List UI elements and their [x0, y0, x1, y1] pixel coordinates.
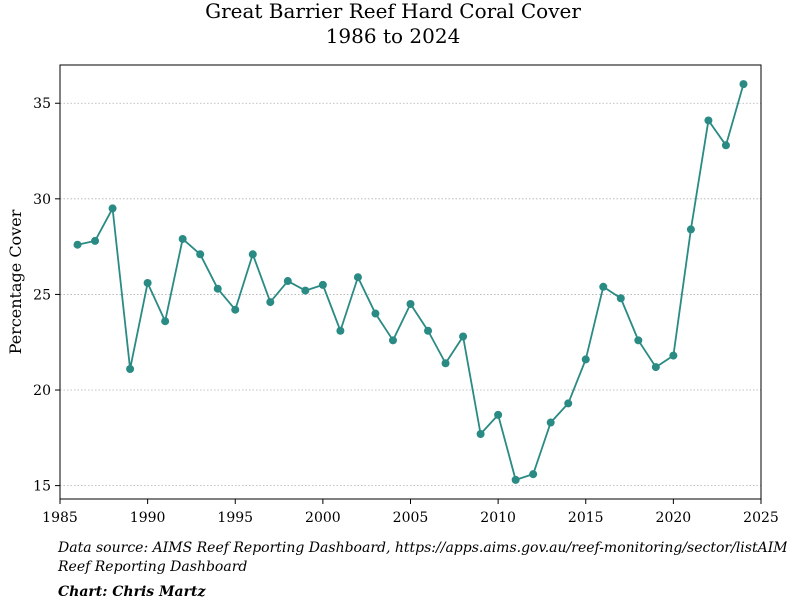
- chart-credit: Chart: Chris Martz: [58, 584, 206, 600]
- x-tick-label: 2020: [656, 510, 692, 526]
- x-tick-label: 2005: [393, 510, 429, 526]
- data-point: [108, 204, 117, 213]
- data-point: [161, 317, 170, 326]
- data-point: [91, 236, 100, 245]
- data-point: [616, 294, 625, 303]
- y-tick-label: 20: [33, 383, 51, 399]
- y-tick-label: 30: [33, 192, 51, 208]
- data-point: [459, 332, 468, 341]
- data-point: [564, 399, 573, 408]
- data-point: [143, 278, 152, 287]
- x-tick-label: 2000: [305, 510, 341, 526]
- data-point: [178, 234, 187, 243]
- x-tick-label: 1990: [130, 510, 166, 526]
- y-axis-ticks: 15 20 25 30 35: [33, 96, 60, 495]
- data-point: [336, 326, 345, 335]
- data-point: [196, 250, 205, 259]
- data-point: [651, 363, 660, 372]
- x-tick-label: 2025: [743, 510, 779, 526]
- y-tick-label: 15: [33, 479, 51, 495]
- data-point: [266, 298, 275, 307]
- data-point: [301, 286, 310, 295]
- data-point: [476, 429, 485, 438]
- data-point: [213, 284, 222, 293]
- data-point: [231, 305, 240, 314]
- data-point: [599, 282, 608, 291]
- data-point: [704, 116, 713, 125]
- data-point: [634, 336, 643, 345]
- x-tick-label: 1995: [217, 510, 253, 526]
- data-source-note-line2: Reef Reporting Dashboard: [57, 559, 247, 575]
- gridlines: [60, 102, 761, 487]
- chart-title: Great Barrier Reef Hard Coral Cover: [205, 0, 581, 23]
- y-tick-label: 25: [33, 287, 51, 303]
- data-point: [669, 351, 678, 360]
- data-point: [739, 80, 748, 89]
- data-point: [371, 309, 380, 318]
- y-tick-label: 35: [33, 96, 51, 112]
- plot-frame: [59, 64, 762, 500]
- x-tick-label: 1985: [42, 510, 78, 526]
- data-source-note-line1: Data source: AIMS Reef Reporting Dashboa…: [57, 540, 787, 556]
- data-point: [424, 326, 433, 335]
- data-point: [511, 475, 520, 484]
- x-tick-label: 2010: [480, 510, 516, 526]
- x-tick-label: 2015: [568, 510, 604, 526]
- data-point: [529, 470, 538, 479]
- data-point: [73, 240, 82, 249]
- data-point: [406, 299, 415, 308]
- series-line: [77, 83, 745, 481]
- data-point: [353, 273, 362, 282]
- data-point: [318, 280, 327, 289]
- data-point: [388, 336, 397, 345]
- data-point: [248, 250, 257, 259]
- series-coral-cover: [73, 80, 748, 484]
- data-point: [441, 359, 450, 368]
- data-point: [494, 410, 503, 419]
- data-point: [546, 418, 555, 427]
- data-point: [126, 364, 135, 373]
- data-point: [283, 277, 292, 286]
- data-point: [581, 355, 590, 364]
- chart-subtitle: 1986 to 2024: [326, 24, 461, 48]
- y-axis-label: Percentage Cover: [6, 209, 25, 354]
- x-axis-ticks: 1985 1990 1995 2000 2005 2010 2015 2020 2025: [42, 499, 779, 526]
- data-point: [686, 225, 695, 234]
- data-point: [721, 141, 730, 150]
